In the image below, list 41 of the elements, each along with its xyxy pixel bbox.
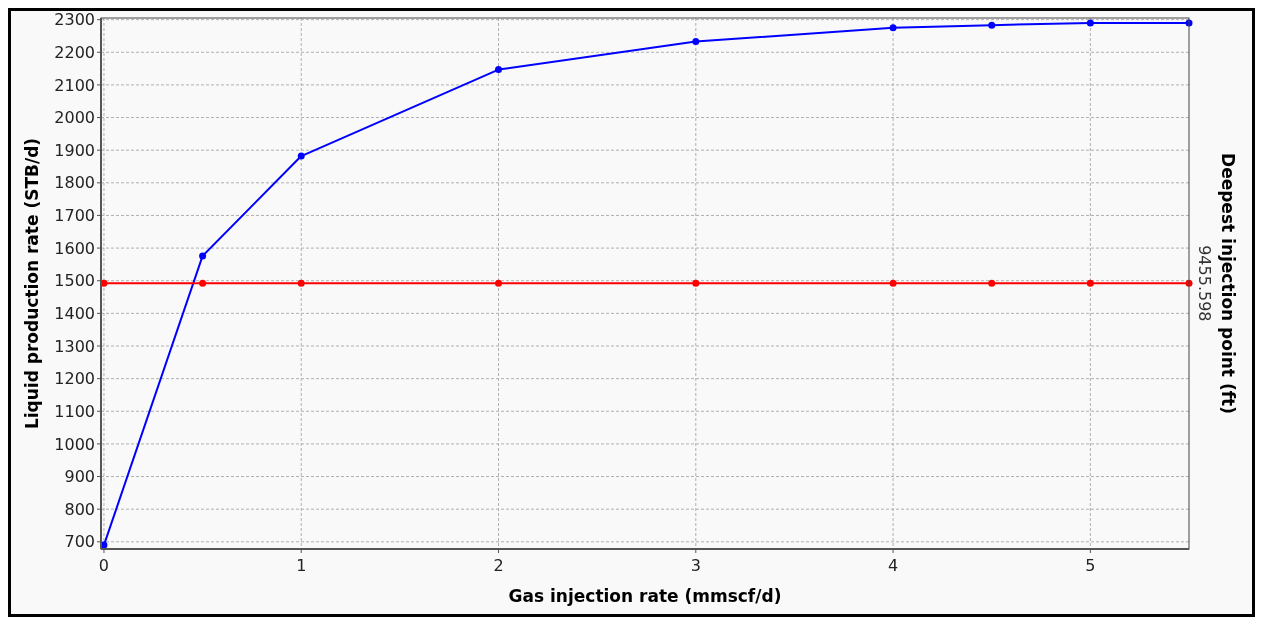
x-tick-label: 5 — [1085, 556, 1096, 575]
y-tick-label: 2100 — [54, 75, 95, 95]
y-tick-label: 1400 — [54, 303, 95, 323]
y-tick-label: 1300 — [54, 336, 95, 356]
point — [297, 279, 305, 287]
point — [199, 279, 207, 287]
y-tick-label: 2300 — [54, 10, 95, 30]
y-tick-label: 2200 — [54, 42, 95, 62]
annotation: 9455.598 — [1195, 245, 1214, 322]
point — [495, 279, 503, 287]
point — [889, 279, 897, 287]
y-tick-label: 1800 — [54, 173, 95, 193]
point — [988, 279, 996, 287]
point — [1086, 279, 1094, 287]
x-tick-label: 3 — [690, 556, 701, 575]
point — [495, 66, 503, 74]
point — [988, 21, 996, 29]
x-tick-label: 0 — [98, 556, 110, 575]
y-tick-label: 1100 — [54, 401, 95, 421]
y-tick-label: 1000 — [54, 434, 95, 454]
y-tick-label: 2000 — [54, 108, 95, 128]
y-tick-label: 1900 — [54, 140, 95, 160]
x-axis-title: Gas injection rate (mmscf/d) — [508, 586, 782, 606]
y2-axis-title: Deepest injection point (ft) — [1218, 153, 1238, 414]
y-tick-label: 800 — [64, 499, 95, 519]
y-tick-label: 700 — [64, 532, 95, 552]
y-tick-label: 1700 — [54, 206, 95, 226]
y-axis-title: Liquid production rate (STB/d) — [22, 137, 42, 430]
point — [692, 279, 700, 287]
point — [297, 152, 305, 160]
point — [692, 38, 700, 45]
y-tick-label: 1600 — [54, 238, 95, 258]
y-tick-label: 1200 — [54, 369, 95, 389]
x-tick-label: 2 — [493, 556, 504, 575]
point — [199, 252, 207, 260]
point — [889, 24, 897, 32]
x-tick-label: 1 — [296, 556, 307, 575]
y-tick-label: 1500 — [54, 271, 95, 291]
point — [1086, 19, 1094, 27]
x-tick-label: 4 — [887, 556, 899, 575]
y-tick-label: 900 — [64, 467, 95, 487]
